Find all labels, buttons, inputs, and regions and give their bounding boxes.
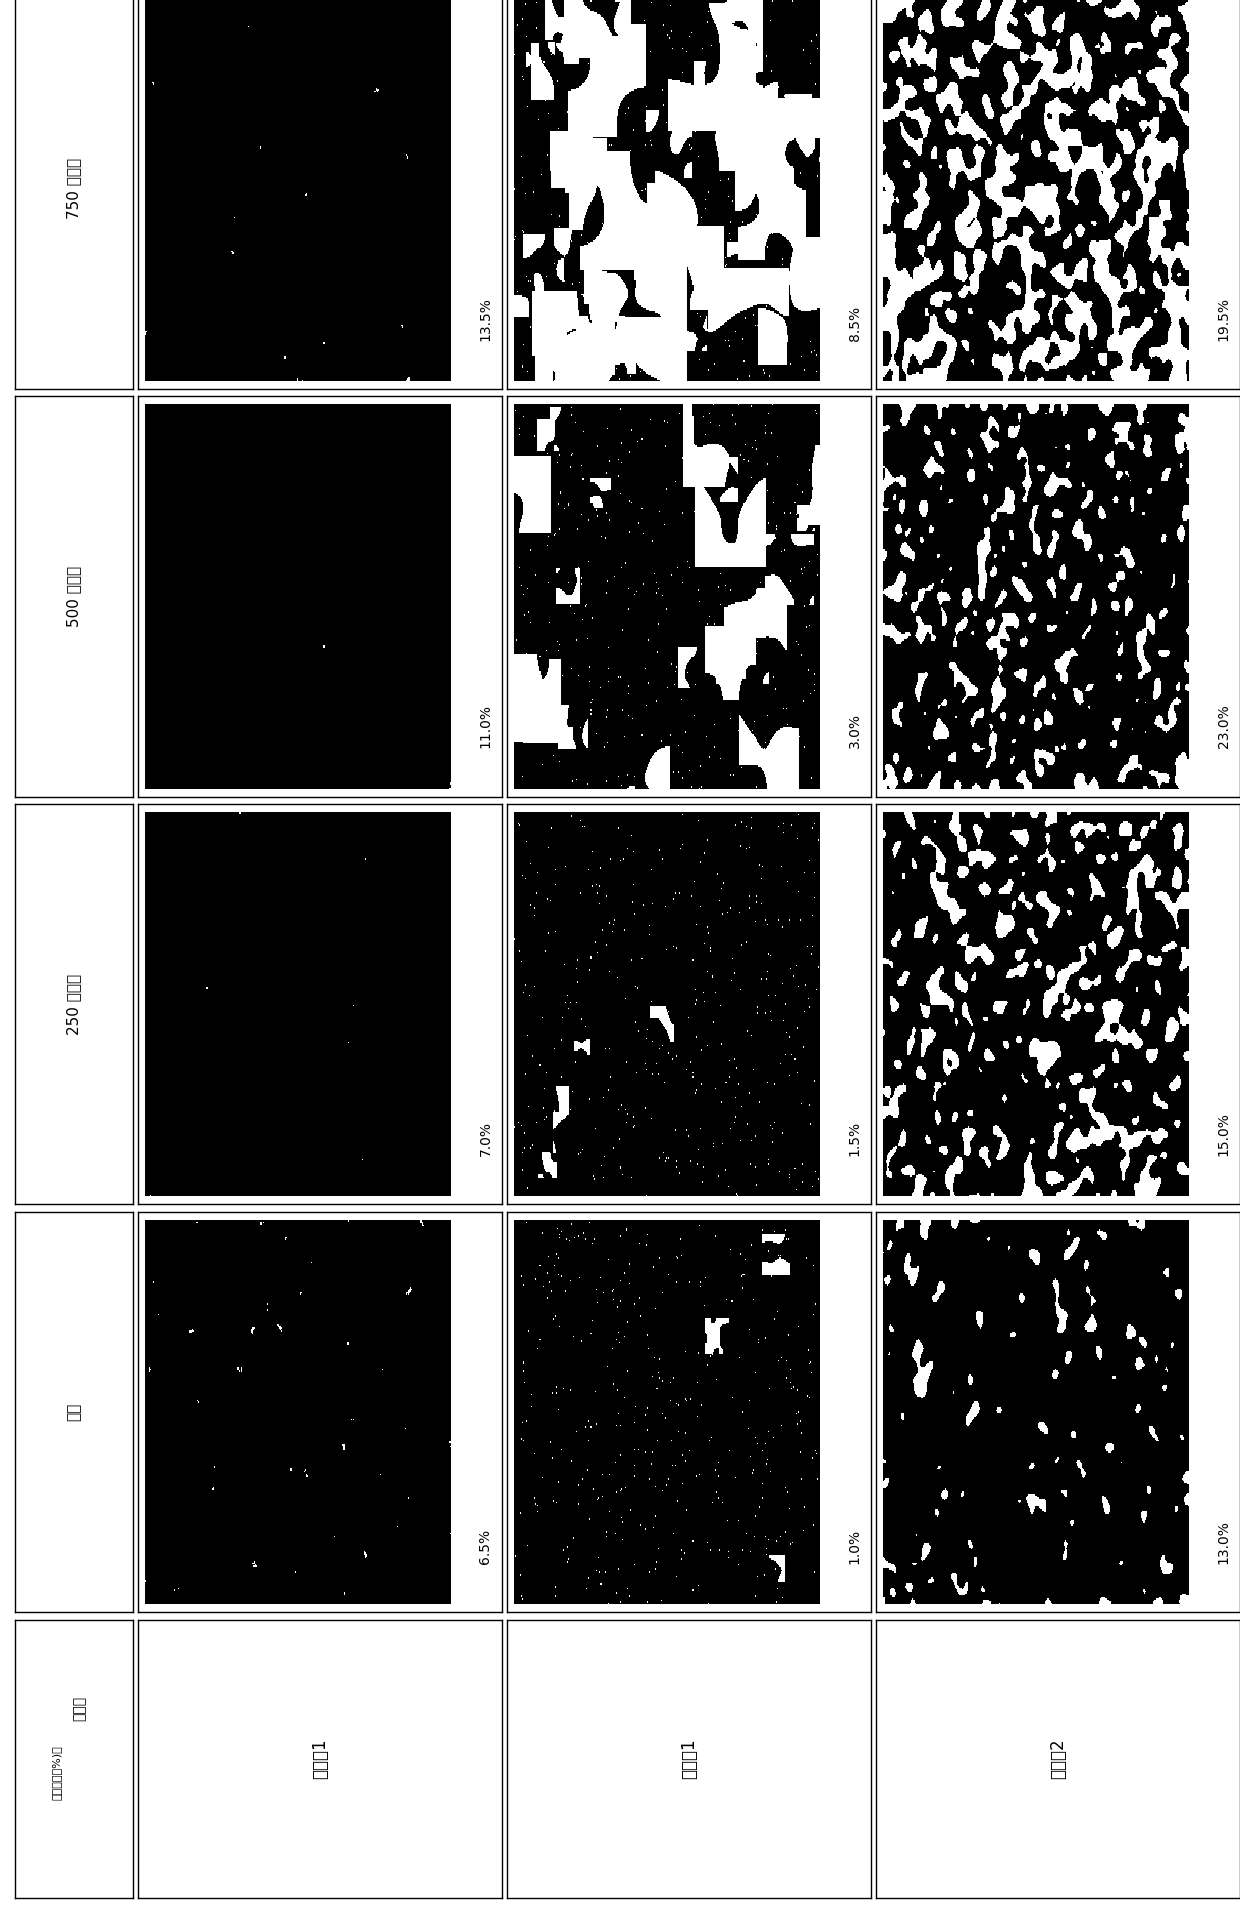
Text: 13.0%: 13.0% bbox=[1216, 1520, 1230, 1564]
Text: 3.0%: 3.0% bbox=[847, 713, 862, 748]
Text: 1.0%: 1.0% bbox=[847, 1530, 862, 1564]
Text: （孔隙率（%)）: （孔隙率（%)） bbox=[51, 1744, 61, 1800]
Text: 对比例1: 对比例1 bbox=[680, 1739, 698, 1779]
Text: 13.5%: 13.5% bbox=[479, 297, 492, 341]
Text: 23.0%: 23.0% bbox=[1216, 705, 1230, 748]
Text: 实施例: 实施例 bbox=[73, 1697, 87, 1721]
Text: 实施例1: 实施例1 bbox=[311, 1739, 329, 1779]
Text: 15.0%: 15.0% bbox=[1216, 1112, 1230, 1156]
Text: 8.5%: 8.5% bbox=[847, 305, 862, 341]
Text: 500 次循环: 500 次循环 bbox=[66, 566, 82, 627]
Text: 750 次循环: 750 次循环 bbox=[66, 157, 82, 219]
Text: 6.5%: 6.5% bbox=[479, 1530, 492, 1564]
Text: 7.0%: 7.0% bbox=[479, 1121, 492, 1156]
Text: 初始: 初始 bbox=[66, 1403, 82, 1420]
Text: 对比例2: 对比例2 bbox=[1049, 1739, 1066, 1779]
Text: 250 次循环: 250 次循环 bbox=[66, 974, 82, 1035]
Text: 11.0%: 11.0% bbox=[479, 704, 492, 748]
Text: 19.5%: 19.5% bbox=[1216, 297, 1230, 341]
Text: 1.5%: 1.5% bbox=[847, 1121, 862, 1156]
